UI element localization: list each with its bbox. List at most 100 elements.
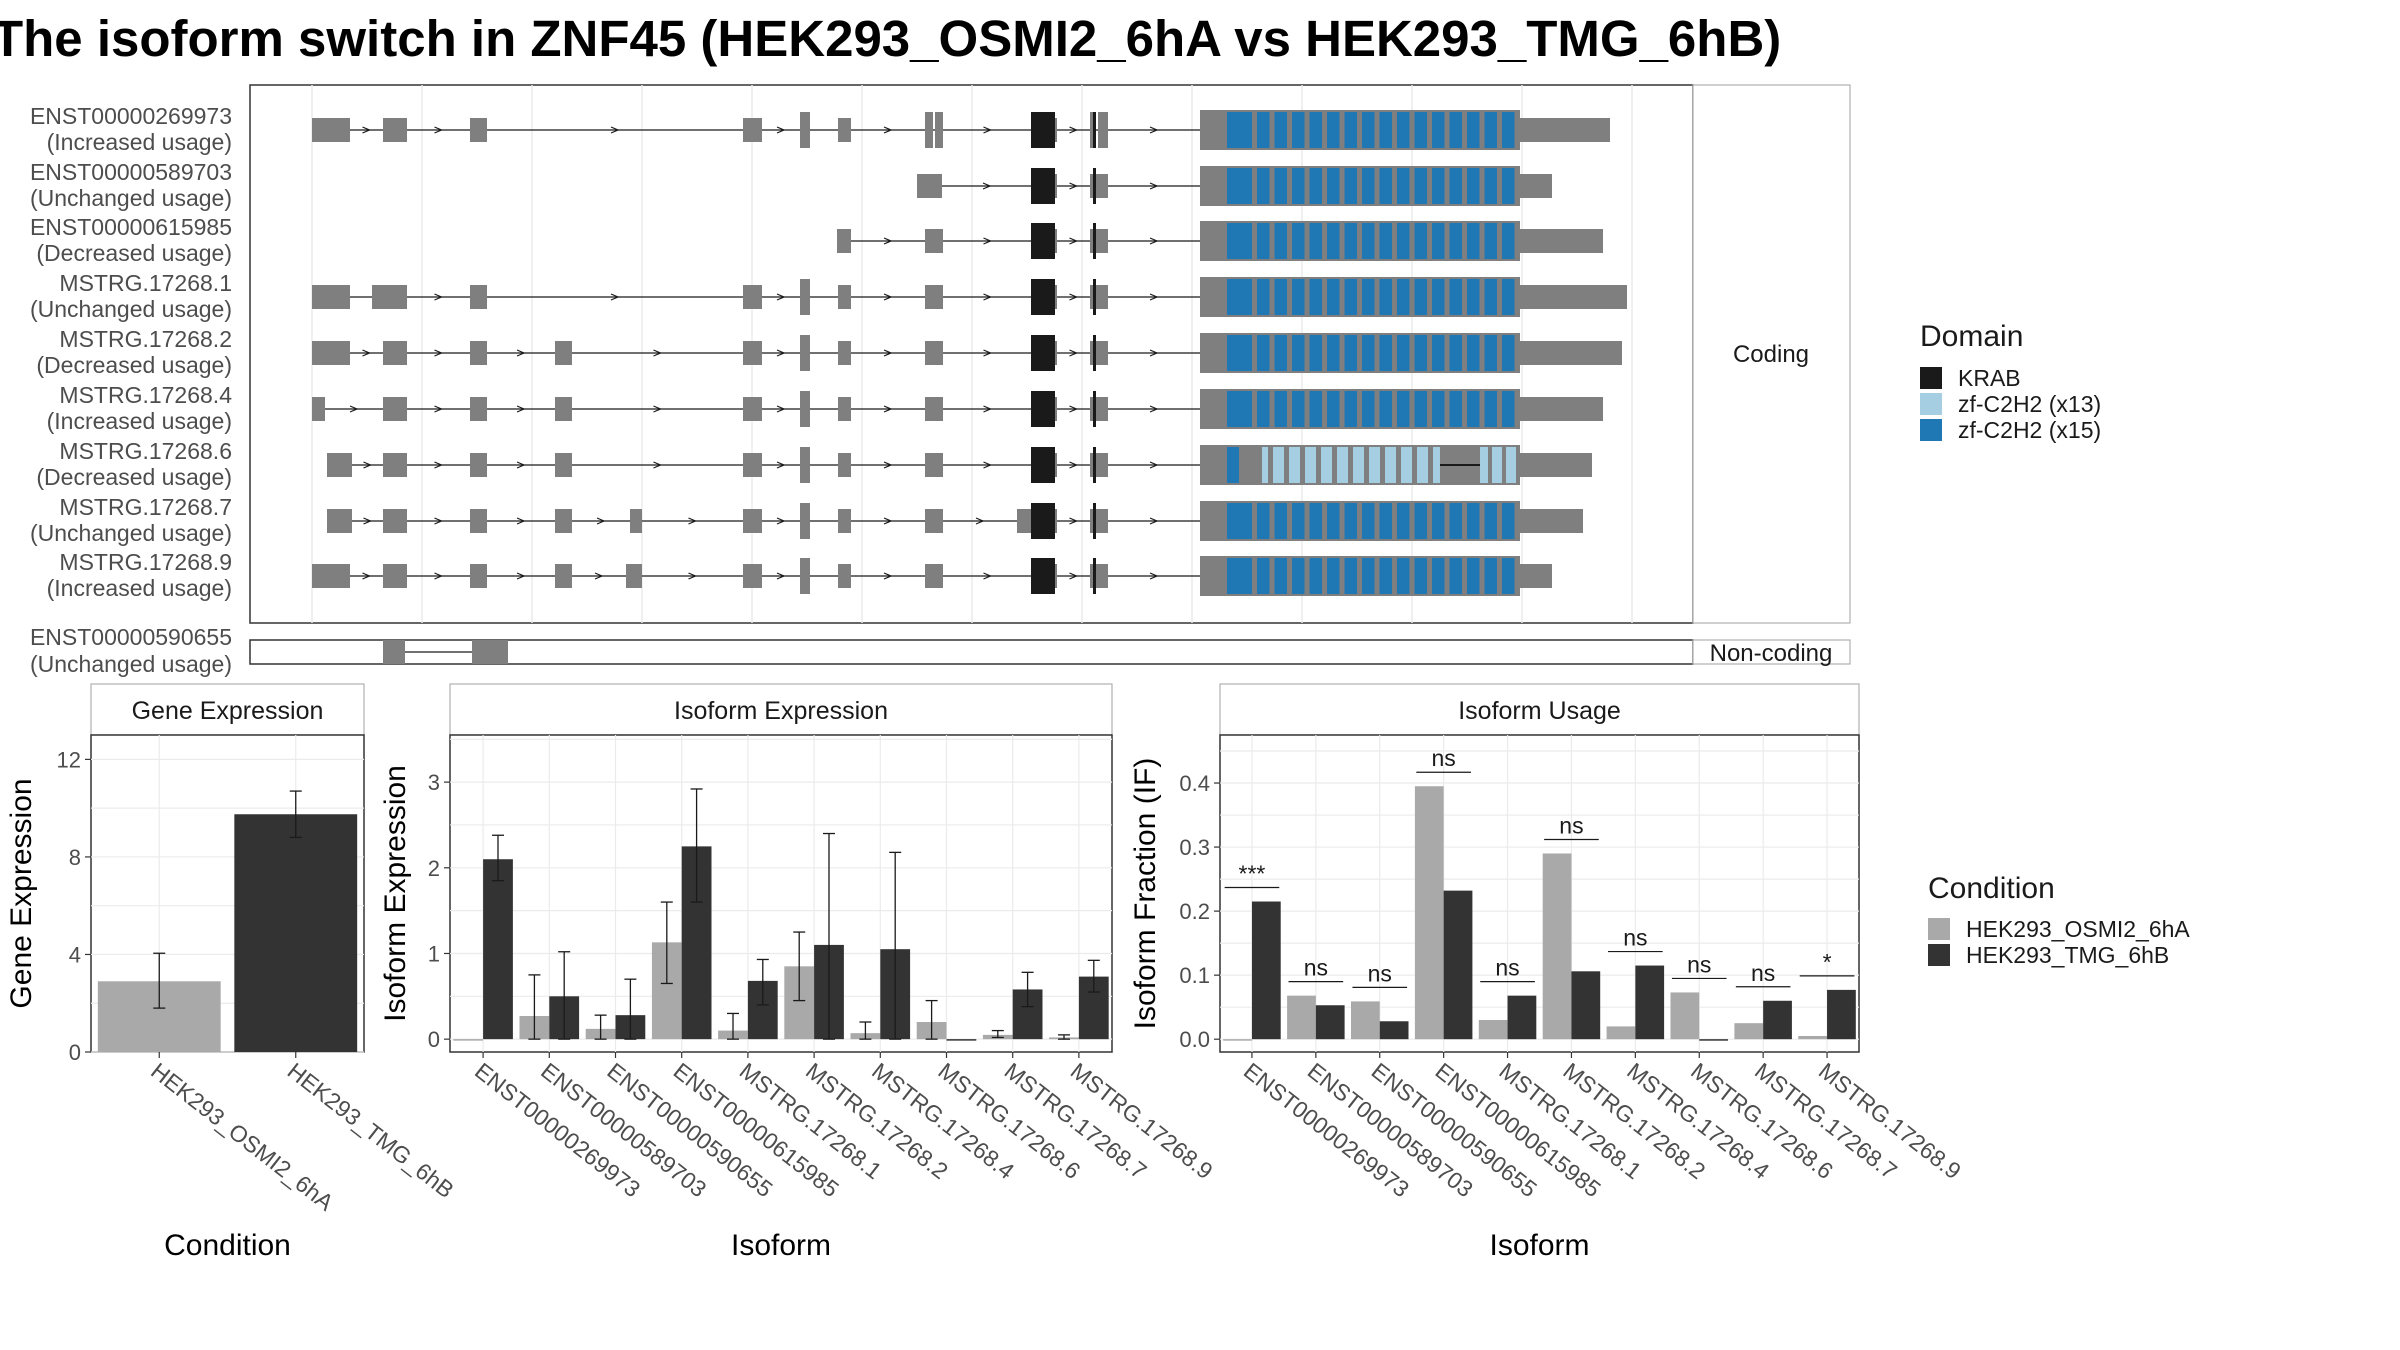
y-tick-label: 0.4: [1179, 771, 1210, 796]
isoform-usage-status: (Unchanged usage): [30, 296, 232, 322]
bar: [1798, 1035, 1828, 1040]
isoform-usage-status: (Unchanged usage): [30, 651, 232, 677]
krab-domain: [1093, 391, 1096, 427]
zf-stripe: [1444, 503, 1450, 539]
isoform-usage-status: (Decreased usage): [36, 240, 232, 266]
zf-stripe: [1304, 558, 1310, 594]
exon: [743, 118, 762, 142]
intron-arrow: [1069, 517, 1079, 525]
zf-stripe: [1357, 223, 1362, 259]
zf-stripe: [1497, 223, 1502, 259]
zf-stripe: [1427, 112, 1432, 148]
coding-strip-label: Coding: [1733, 341, 1809, 368]
zf-stripe: [1497, 558, 1502, 594]
zf-stripe: [1462, 558, 1467, 594]
intron-line: [1440, 464, 1480, 466]
zf-stripe: [1444, 279, 1450, 315]
zf-stripe: [1427, 391, 1432, 427]
isoform-track-ENST00000589703: [917, 166, 1552, 206]
zf-stripe: [1409, 279, 1415, 315]
isoform-track-MSTRG.17268.4: [312, 389, 1603, 429]
intron-arrow: [883, 237, 893, 245]
zf-stripe: [1287, 335, 1292, 371]
exon: [1090, 112, 1095, 148]
exon: [925, 341, 943, 365]
zf-stripe: [1392, 168, 1397, 204]
exon: [743, 341, 762, 365]
intron-arrow: [983, 405, 993, 413]
zf-stripe: [1287, 391, 1292, 427]
bar: [1699, 1039, 1729, 1041]
significance-label: ns: [1623, 925, 1647, 951]
exon: [1090, 285, 1108, 309]
exon: [470, 285, 487, 309]
zf-stripe: [1374, 112, 1380, 148]
y-tick-label: 8: [69, 845, 81, 870]
zf-stripe: [1514, 558, 1520, 594]
exon: [472, 640, 508, 664]
exon: [1090, 341, 1108, 365]
zf-stripe: [1497, 503, 1502, 539]
intron-arrow: [516, 572, 526, 580]
exon: [838, 118, 851, 142]
intron-arrow: [516, 461, 526, 469]
exon: [312, 341, 350, 365]
krab-domain: [1031, 279, 1055, 315]
bar: [483, 859, 513, 1040]
exon: [838, 397, 851, 421]
zf-stripe: [1427, 223, 1432, 259]
zf-stripe: [1322, 391, 1327, 427]
exon: [383, 118, 407, 142]
exon: [470, 118, 487, 142]
zf-stripe: [1392, 335, 1397, 371]
zf-stripe: [1322, 503, 1327, 539]
significance-label: ns: [1304, 955, 1328, 981]
intron-arrow: [1069, 126, 1079, 134]
intron-arrow: [594, 572, 604, 580]
domain-legend-label: zf-C2H2 (x15): [1958, 417, 2101, 443]
bar: [1763, 1000, 1792, 1040]
exon: [1090, 564, 1108, 588]
domain-legend-label: KRAB: [1958, 365, 2021, 391]
zf-stripe: [1364, 447, 1369, 483]
zf-stripe: [1374, 503, 1380, 539]
krab-domain: [1093, 558, 1096, 594]
zf-stripe: [1497, 391, 1502, 427]
bar: [1606, 1026, 1636, 1040]
zf-stripe: [1444, 558, 1450, 594]
intron-arrow: [1149, 405, 1159, 413]
exon: [372, 285, 407, 309]
zf-stripe: [1427, 168, 1432, 204]
zf-stripe: [1357, 112, 1362, 148]
zf-c2h2-x15-domain: [1227, 223, 1518, 259]
zf-stripe: [1427, 558, 1432, 594]
zf-stripe: [1444, 168, 1450, 204]
bar: [1635, 965, 1665, 1040]
x-axis-title: Condition: [164, 1229, 291, 1262]
chart-title: The isoform switch in ZNF45 (HEK293_OSMI…: [0, 10, 1781, 67]
bar: [1287, 995, 1316, 1040]
intron-arrow: [1149, 572, 1159, 580]
zf-stripe: [1339, 503, 1345, 539]
y-tick-label: 0.1: [1179, 963, 1210, 988]
exon: [935, 112, 943, 148]
zf-stripe: [1409, 335, 1415, 371]
zf-c2h2-x15-domain: [1227, 112, 1518, 148]
zf-stripe: [1396, 447, 1401, 483]
zf-stripe: [1502, 447, 1506, 483]
intron-arrow: [776, 349, 786, 357]
zf-stripe: [1339, 558, 1345, 594]
significance-label: ns: [1687, 951, 1711, 977]
isoform-label: ENST00000269973: [30, 103, 232, 129]
zf-stripe: [1287, 168, 1292, 204]
zf-stripe: [1462, 391, 1467, 427]
krab-domain: [1093, 223, 1096, 259]
exon: [800, 391, 810, 427]
y-axis-title: Gene Expression: [5, 778, 38, 1008]
zf-stripe: [1339, 391, 1345, 427]
zf-stripe: [1374, 168, 1380, 204]
zf-stripe: [1287, 558, 1292, 594]
zf-stripe: [1514, 223, 1520, 259]
zf-stripe: [1252, 447, 1257, 483]
